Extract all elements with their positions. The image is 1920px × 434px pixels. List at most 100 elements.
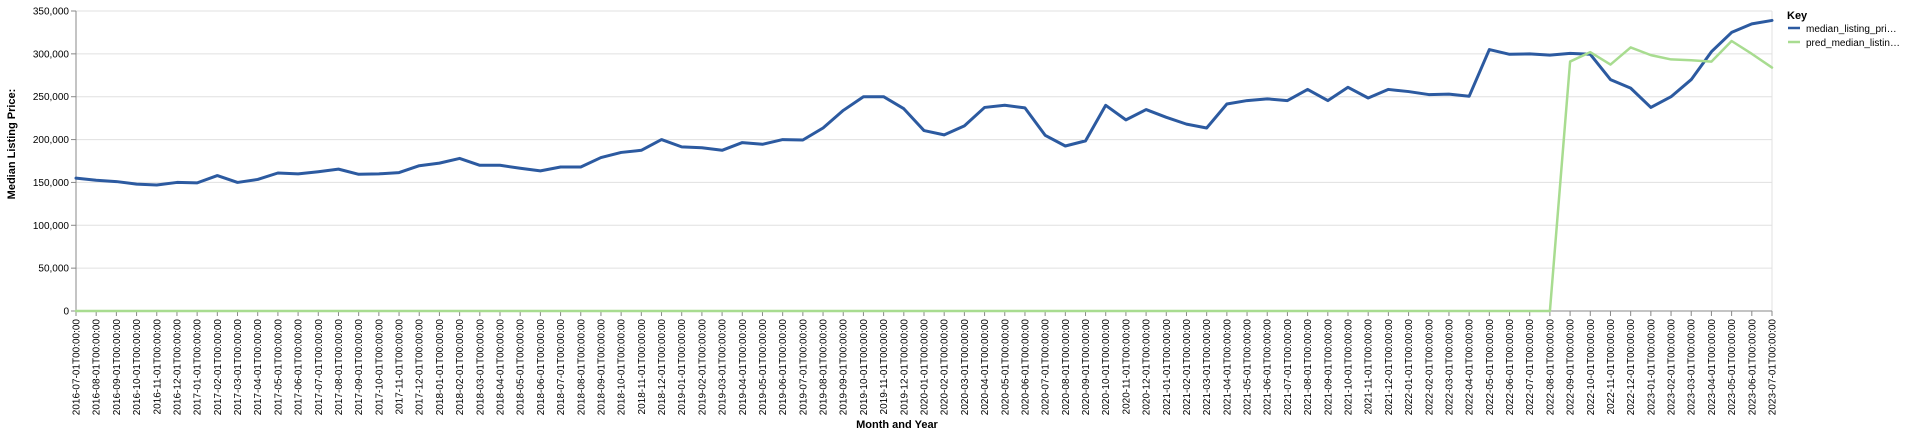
x-tick-label: 2021-05-01T00:00:00 bbox=[1243, 319, 1254, 416]
x-tick-label: 2018-08-01T00:00:00 bbox=[576, 319, 587, 416]
x-tick-label: 2017-01-01T00:00:00 bbox=[193, 319, 204, 416]
series-line-1 bbox=[74, 18, 1774, 187]
x-tick-label: 2018-10-01T00:00:00 bbox=[617, 319, 628, 416]
x-tick-label: 2017-05-01T00:00:00 bbox=[273, 319, 284, 416]
x-tick-label: 2018-09-01T00:00:00 bbox=[596, 319, 607, 416]
x-tick-label: 2022-03-01T00:00:00 bbox=[1444, 319, 1455, 416]
x-tick-label: 2017-06-01T00:00:00 bbox=[294, 319, 305, 416]
x-tick-label: 2020-07-01T00:00:00 bbox=[1041, 319, 1052, 416]
x-tick-label: 2020-08-01T00:00:00 bbox=[1061, 319, 1072, 416]
x-tick-label: 2020-01-01T00:00:00 bbox=[920, 319, 931, 416]
legend-title: Key bbox=[1787, 10, 1808, 22]
x-tick-label: 2018-12-01T00:00:00 bbox=[657, 319, 668, 416]
y-tick-label: 250,000 bbox=[33, 92, 70, 103]
gridlines bbox=[76, 10, 1773, 312]
x-tick-label: 2018-06-01T00:00:00 bbox=[536, 319, 547, 416]
legend-item-1[interactable]: median_listing_pri… bbox=[1788, 24, 1897, 35]
x-tick-label: 2017-08-01T00:00:00 bbox=[334, 319, 345, 416]
x-tick-label: 2019-11-01T00:00:00 bbox=[879, 319, 890, 415]
x-tick-label: 2023-06-01T00:00:00 bbox=[1747, 319, 1758, 416]
x-tick-label: 2018-02-01T00:00:00 bbox=[455, 319, 466, 416]
x-tick-label: 2020-04-01T00:00:00 bbox=[980, 319, 991, 416]
x-tick-label: 2023-07-01T00:00:00 bbox=[1768, 319, 1779, 416]
x-tick-label: 2020-02-01T00:00:00 bbox=[940, 319, 951, 416]
y-tick-label: 350,000 bbox=[33, 7, 70, 18]
x-tick-label: 2022-11-01T00:00:00 bbox=[1606, 319, 1617, 415]
x-tick-label: 2021-09-01T00:00:00 bbox=[1323, 319, 1334, 416]
x-tick-label: 2016-10-01T00:00:00 bbox=[132, 319, 143, 416]
x-tick-label: 2019-09-01T00:00:00 bbox=[839, 319, 850, 416]
x-tick-label: 2016-11-01T00:00:00 bbox=[152, 319, 163, 415]
y-axis: 0 50,000 100,000 150,000 200,000 250,000 300,0… bbox=[33, 7, 77, 318]
x-tick-label: 2019-02-01T00:00:00 bbox=[697, 319, 708, 416]
x-tick-label: 2016-12-01T00:00:00 bbox=[172, 319, 183, 416]
x-tick-label: 2021-01-01T00:00:00 bbox=[1162, 319, 1173, 416]
x-tick-label: 2017-07-01T00:00:00 bbox=[314, 319, 325, 416]
x-tick-label: 2022-05-01T00:00:00 bbox=[1485, 319, 1496, 416]
x-tick-label: 2019-05-01T00:00:00 bbox=[758, 319, 769, 416]
x-tick-label: 2019-01-01T00:00:00 bbox=[677, 319, 688, 416]
x-tick-label: 2017-11-01T00:00:00 bbox=[395, 319, 406, 415]
x-tick-label: 2022-01-01T00:00:00 bbox=[1404, 319, 1415, 416]
x-tick-label: 2019-12-01T00:00:00 bbox=[899, 319, 910, 416]
y-tick-label: 150,000 bbox=[33, 178, 70, 189]
y-tick-label: 200,000 bbox=[33, 135, 70, 146]
x-tick-label: 2022-07-01T00:00:00 bbox=[1525, 319, 1536, 416]
x-tick-label: 2017-09-01T00:00:00 bbox=[354, 319, 365, 416]
x-tick-label: 2020-10-01T00:00:00 bbox=[1101, 319, 1112, 416]
x-tick-label: 2022-04-01T00:00:00 bbox=[1465, 319, 1476, 416]
y-tick-label: 100,000 bbox=[33, 221, 70, 232]
x-tick-label: 2016-09-01T00:00:00 bbox=[112, 319, 123, 416]
x-tick-label: 2017-03-01T00:00:00 bbox=[233, 319, 244, 416]
y-axis-title: Median Listing Price: bbox=[6, 89, 18, 200]
x-tick-label: 2017-12-01T00:00:00 bbox=[415, 319, 426, 416]
legend[interactable]: Key median_listing_pri… pred_median_listi… bbox=[1787, 10, 1900, 49]
y-tick-label: 50,000 bbox=[38, 264, 69, 275]
x-tick-label: 2018-05-01T00:00:00 bbox=[516, 319, 527, 416]
x-tick-label: 2022-09-01T00:00:00 bbox=[1566, 319, 1577, 416]
series-line-2 bbox=[74, 39, 1774, 313]
x-tick-label: 2018-01-01T00:00:00 bbox=[435, 319, 446, 416]
x-tick-label: 2023-02-01T00:00:00 bbox=[1667, 319, 1678, 416]
x-tick-label: 2019-04-01T00:00:00 bbox=[738, 319, 749, 416]
x-tick-label: 2021-08-01T00:00:00 bbox=[1303, 319, 1314, 416]
x-tick-label: 2019-07-01T00:00:00 bbox=[798, 319, 809, 416]
x-tick-label: 2021-10-01T00:00:00 bbox=[1344, 319, 1355, 416]
x-tick-label: 2020-06-01T00:00:00 bbox=[1020, 319, 1031, 416]
x-tick-label: 2022-08-01T00:00:00 bbox=[1545, 319, 1556, 416]
x-tick-label: 2021-06-01T00:00:00 bbox=[1263, 319, 1274, 416]
x-tick-label: 2020-12-01T00:00:00 bbox=[1142, 319, 1153, 416]
x-tick-label: 2022-12-01T00:00:00 bbox=[1626, 319, 1637, 416]
x-tick-label: 2017-10-01T00:00:00 bbox=[374, 319, 385, 416]
legend-label: median_listing_pri… bbox=[1806, 24, 1897, 35]
x-tick-label: 2016-07-01T00:00:00 bbox=[72, 319, 83, 416]
x-tick-label: 2023-04-01T00:00:00 bbox=[1707, 319, 1718, 416]
x-tick-label: 2021-07-01T00:00:00 bbox=[1283, 319, 1294, 416]
x-tick-label: 2018-07-01T00:00:00 bbox=[556, 319, 567, 416]
x-tick-label: 2023-03-01T00:00:00 bbox=[1687, 319, 1698, 416]
x-tick-label: 2021-12-01T00:00:00 bbox=[1384, 319, 1395, 416]
x-tick-label: 2021-03-01T00:00:00 bbox=[1202, 319, 1213, 416]
x-tick-label: 2021-11-01T00:00:00 bbox=[1364, 319, 1375, 415]
x-tick-label: 2022-10-01T00:00:00 bbox=[1586, 319, 1597, 416]
x-tick-label: 2019-06-01T00:00:00 bbox=[778, 319, 789, 416]
x-axis: 2016-07-01T00:00:00 2016-08-01T00:00:00 20… bbox=[72, 310, 1779, 416]
x-tick-label: 2022-06-01T00:00:00 bbox=[1505, 319, 1516, 416]
x-tick-label: 2016-08-01T00:00:00 bbox=[92, 319, 103, 416]
x-axis-title: Month and Year bbox=[856, 419, 938, 431]
x-tick-label: 2020-09-01T00:00:00 bbox=[1081, 319, 1092, 416]
x-tick-label: 2023-01-01T00:00:00 bbox=[1646, 319, 1657, 416]
x-tick-label: 2020-03-01T00:00:00 bbox=[960, 319, 971, 416]
x-tick-label: 2021-02-01T00:00:00 bbox=[1182, 319, 1193, 416]
x-tick-label: 2017-04-01T00:00:00 bbox=[253, 319, 264, 416]
x-tick-label: 2017-02-01T00:00:00 bbox=[213, 319, 224, 416]
x-tick-label: 2018-03-01T00:00:00 bbox=[475, 319, 486, 416]
x-tick-label: 2018-11-01T00:00:00 bbox=[637, 319, 648, 415]
legend-item-2[interactable]: pred_median_listin… bbox=[1788, 38, 1900, 49]
y-tick-label: 300,000 bbox=[33, 49, 70, 60]
x-tick-label: 2018-04-01T00:00:00 bbox=[496, 319, 507, 416]
x-tick-label: 2020-11-01T00:00:00 bbox=[1121, 319, 1132, 415]
x-tick-label: 2019-03-01T00:00:00 bbox=[718, 319, 729, 416]
x-tick-label: 2019-10-01T00:00:00 bbox=[859, 319, 870, 416]
